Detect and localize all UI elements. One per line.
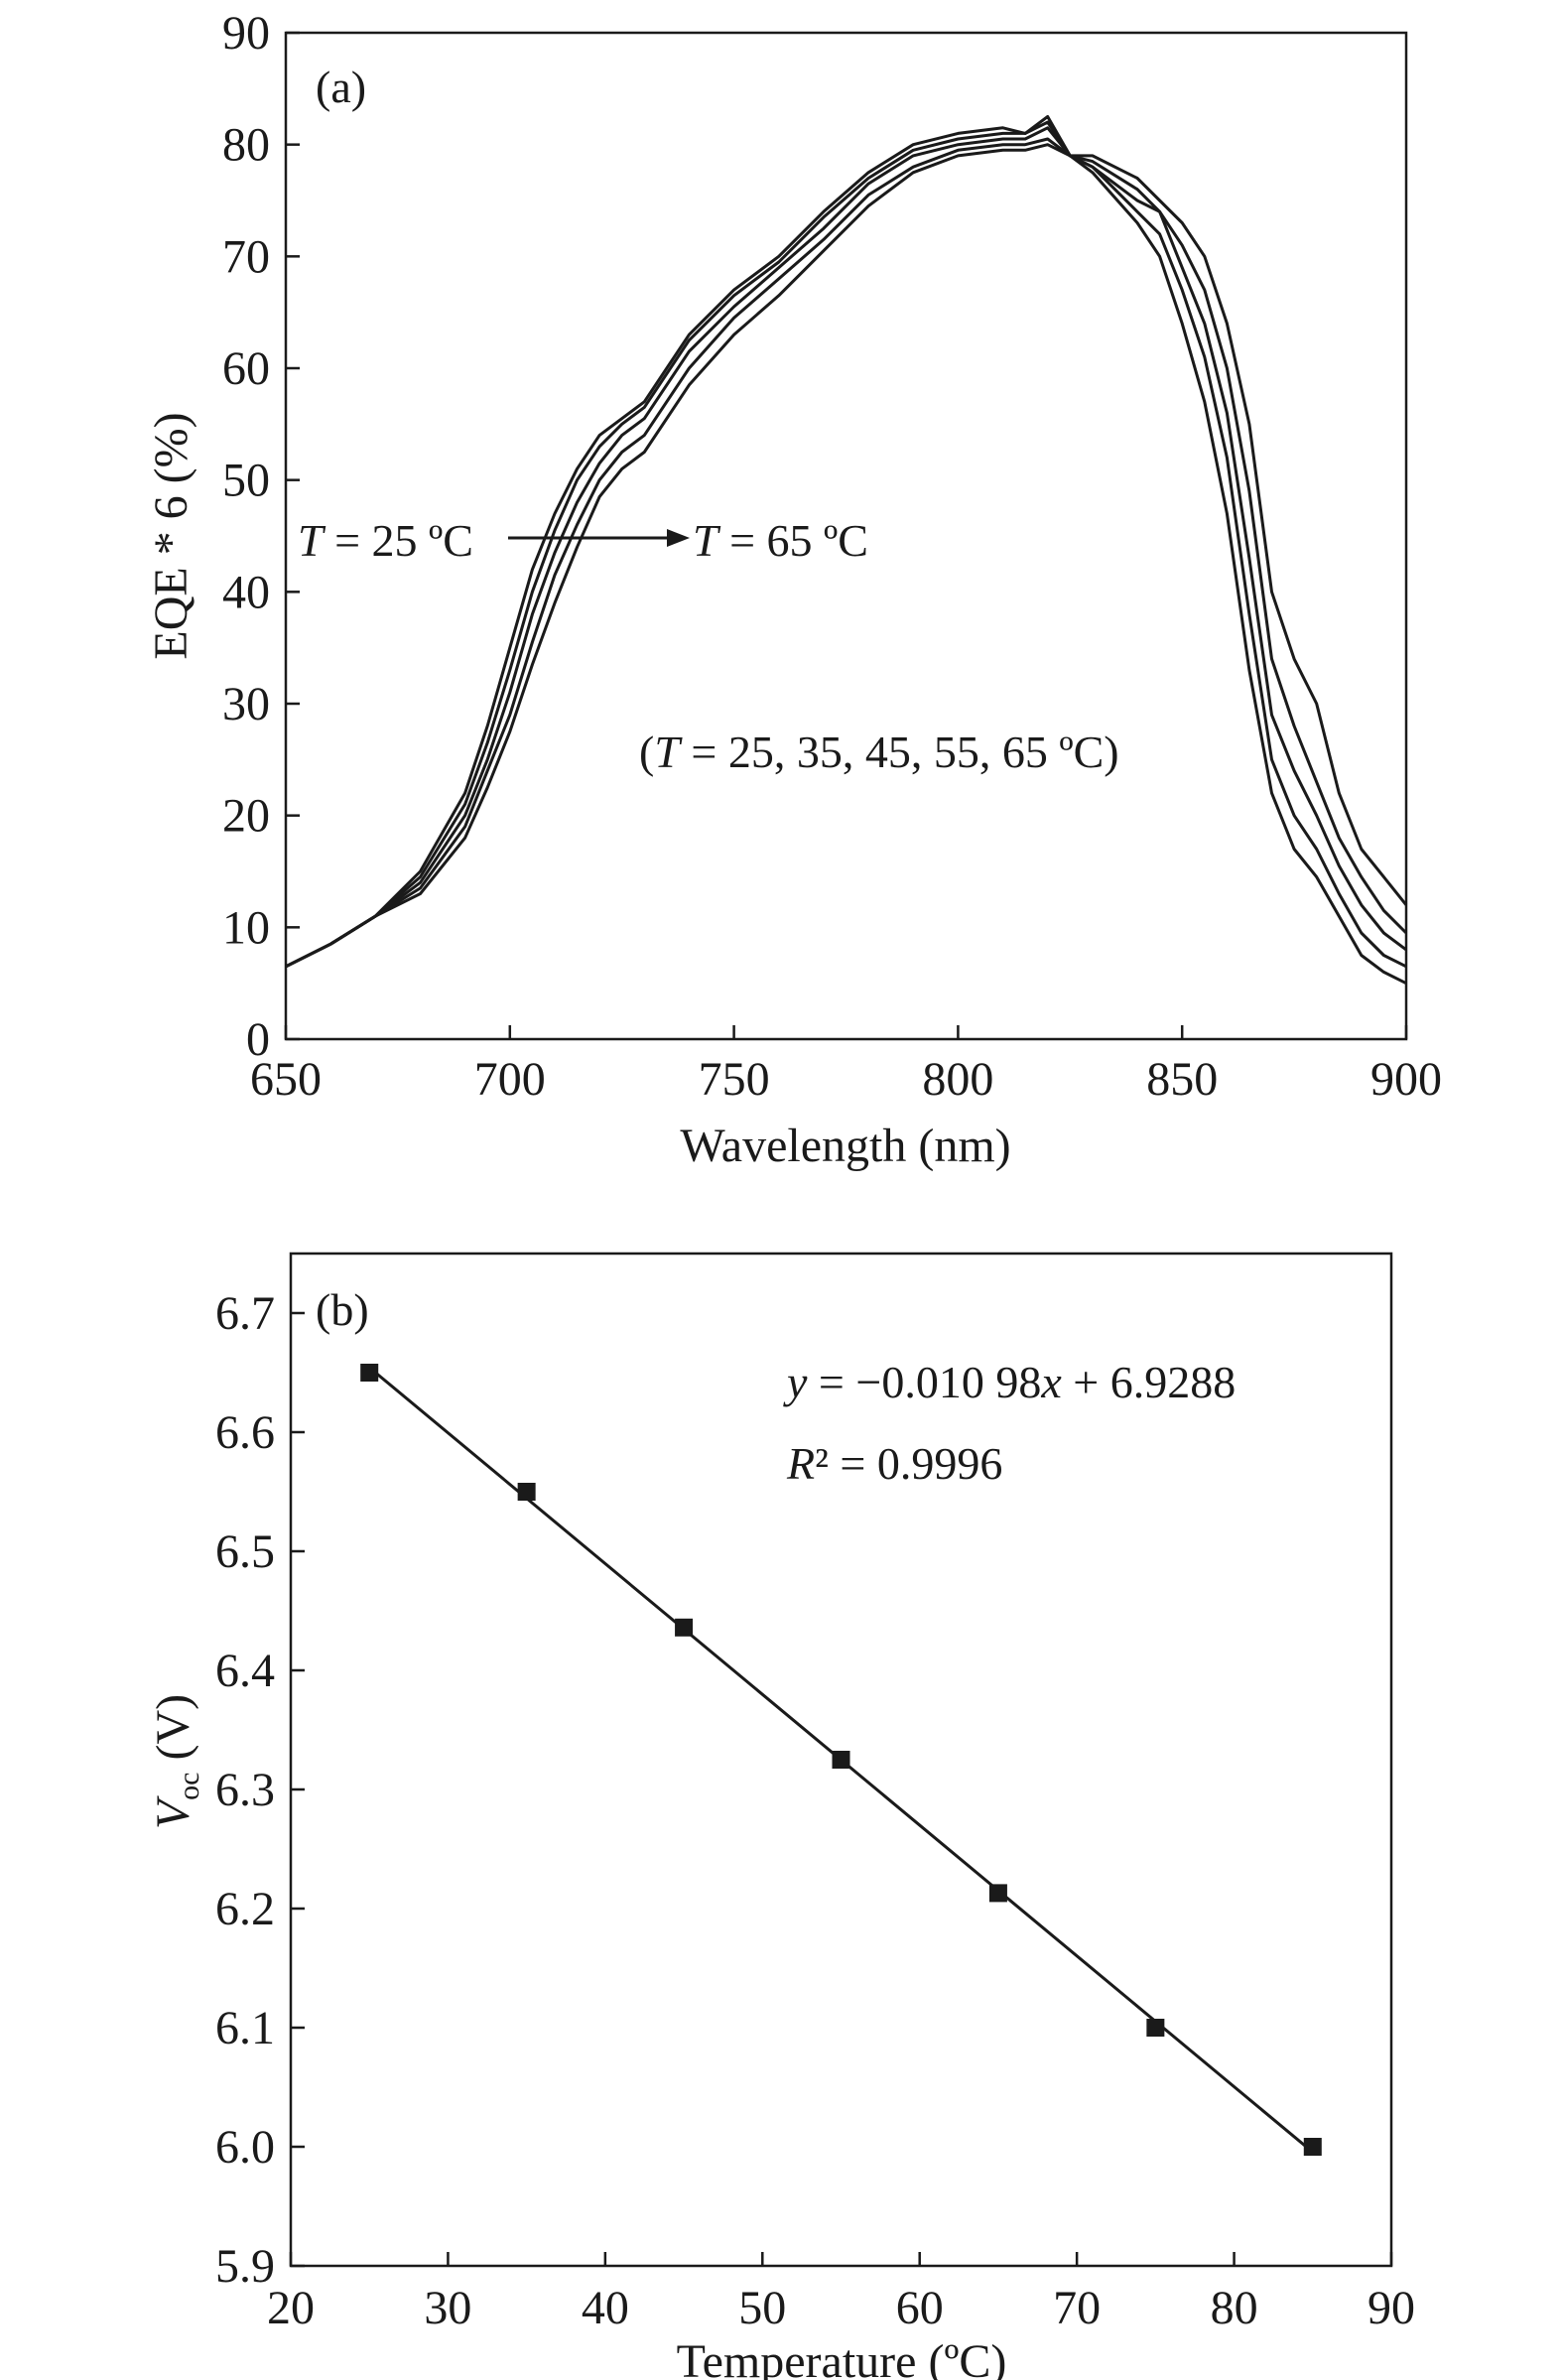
data-point [1146,2019,1165,2037]
panel-a-plot-frame [284,31,1408,1041]
panel-b-data-points [360,1364,1322,2156]
x-tick-label: 30 [424,2282,471,2334]
data-point [988,1884,1007,1903]
x-tick-label: 750 [699,1053,770,1106]
panel-b-y-axis-title: Voc (V) [147,1694,205,1829]
y-tick-label: 90 [222,7,270,60]
panel-a-temperature-arrow: T = 25 ºC T = 65 ºC [298,515,868,566]
panel-b-label: (b) [316,1284,369,1335]
y-tick-label: 6.3 [215,1764,275,1816]
panel-b-x-axis: 20 30 40 50 60 70 80 90 [267,2252,1415,2334]
eqe-curve [285,126,1407,969]
temperature-list-annotation: (T = 25, 35, 45, 55, 65 ºC) [639,727,1119,777]
y-tick-label: 0 [246,1013,270,1066]
data-point [1303,2138,1322,2156]
x-tick-label: 60 [896,2282,944,2334]
fit-equation: y = −0.010 98x + 6.9288 [783,1357,1236,1407]
x-tick-label: 90 [1368,2282,1415,2334]
x-tick-label: 700 [474,1053,546,1106]
y-tick-label: 6.6 [215,1406,275,1459]
panel-a-label: (a) [316,62,366,112]
x-tick-label: 20 [267,2282,315,2334]
arrow-head [667,529,690,547]
eqe-curve [285,137,1408,969]
x-tick-label: 50 [738,2282,786,2334]
panel-a-eqe-chart: 0 10 20 30 40 50 60 70 80 90 650 700 750 800 850 900 (… [145,7,1442,1172]
eqe-curve [285,143,1408,969]
data-point [675,1618,694,1637]
data-point [360,1364,379,1382]
arrow-start-label: T = 25 ºC [298,515,473,566]
y-tick-label: 80 [222,119,270,172]
x-tick-label: 900 [1370,1053,1442,1106]
data-point [517,1483,536,1501]
y-tick-label: 6.2 [215,1883,275,1935]
y-tick-label: 6.5 [215,1525,275,1578]
data-point [832,1751,850,1769]
y-tick-label: 6.7 [215,1287,275,1340]
y-tick-label: 6.1 [215,2002,275,2054]
y-tick-label: 10 [222,901,270,954]
y-tick-label: 70 [222,230,270,283]
x-tick-label: 800 [922,1053,993,1106]
panel-b-y-axis: 5.9 6.0 6.1 6.2 6.3 6.4 6.5 6.6 6.7 [215,1287,305,2293]
fit-r-squared: R² = 0.9996 [786,1438,1002,1489]
arrow-end-label: T = 65 ºC [693,515,868,566]
x-tick-label: 40 [582,2282,629,2334]
y-tick-label: 5.9 [215,2240,275,2293]
eqe-curve [285,115,1407,969]
y-tick-label: 60 [222,342,270,395]
panel-b-x-axis-title: Temperature (ºC) [677,2335,1007,2380]
y-tick-label: 6.4 [215,1645,275,1697]
eqe-curve [285,120,1407,986]
y-tick-label: 6.0 [215,2121,275,2174]
panel-a-curves [285,115,1408,986]
y-tick-label: 40 [222,566,270,618]
x-tick-label: 80 [1211,2282,1258,2334]
panel-b-plot-frame [289,1252,1393,2268]
y-tick-label: 50 [222,455,270,507]
x-tick-label: 850 [1146,1053,1218,1106]
panel-b-voc-chart: 5.9 6.0 6.1 6.2 6.3 6.4 6.5 6.6 6.7 20 30 40 50 60 70… [147,1252,1415,2380]
panel-a-x-axis-title: Wavelength (nm) [680,1120,1010,1172]
panel-a-y-axis: 0 10 20 30 40 50 60 70 80 90 [222,7,300,1066]
panel-a-y-axis-title: EQE * 6 (%) [145,412,197,659]
x-tick-label: 70 [1053,2282,1101,2334]
y-tick-label: 30 [222,678,270,730]
panel-a-x-axis: 650 700 750 800 850 900 [250,1025,1442,1106]
y-tick-label: 20 [222,790,270,843]
x-tick-label: 650 [250,1053,322,1106]
